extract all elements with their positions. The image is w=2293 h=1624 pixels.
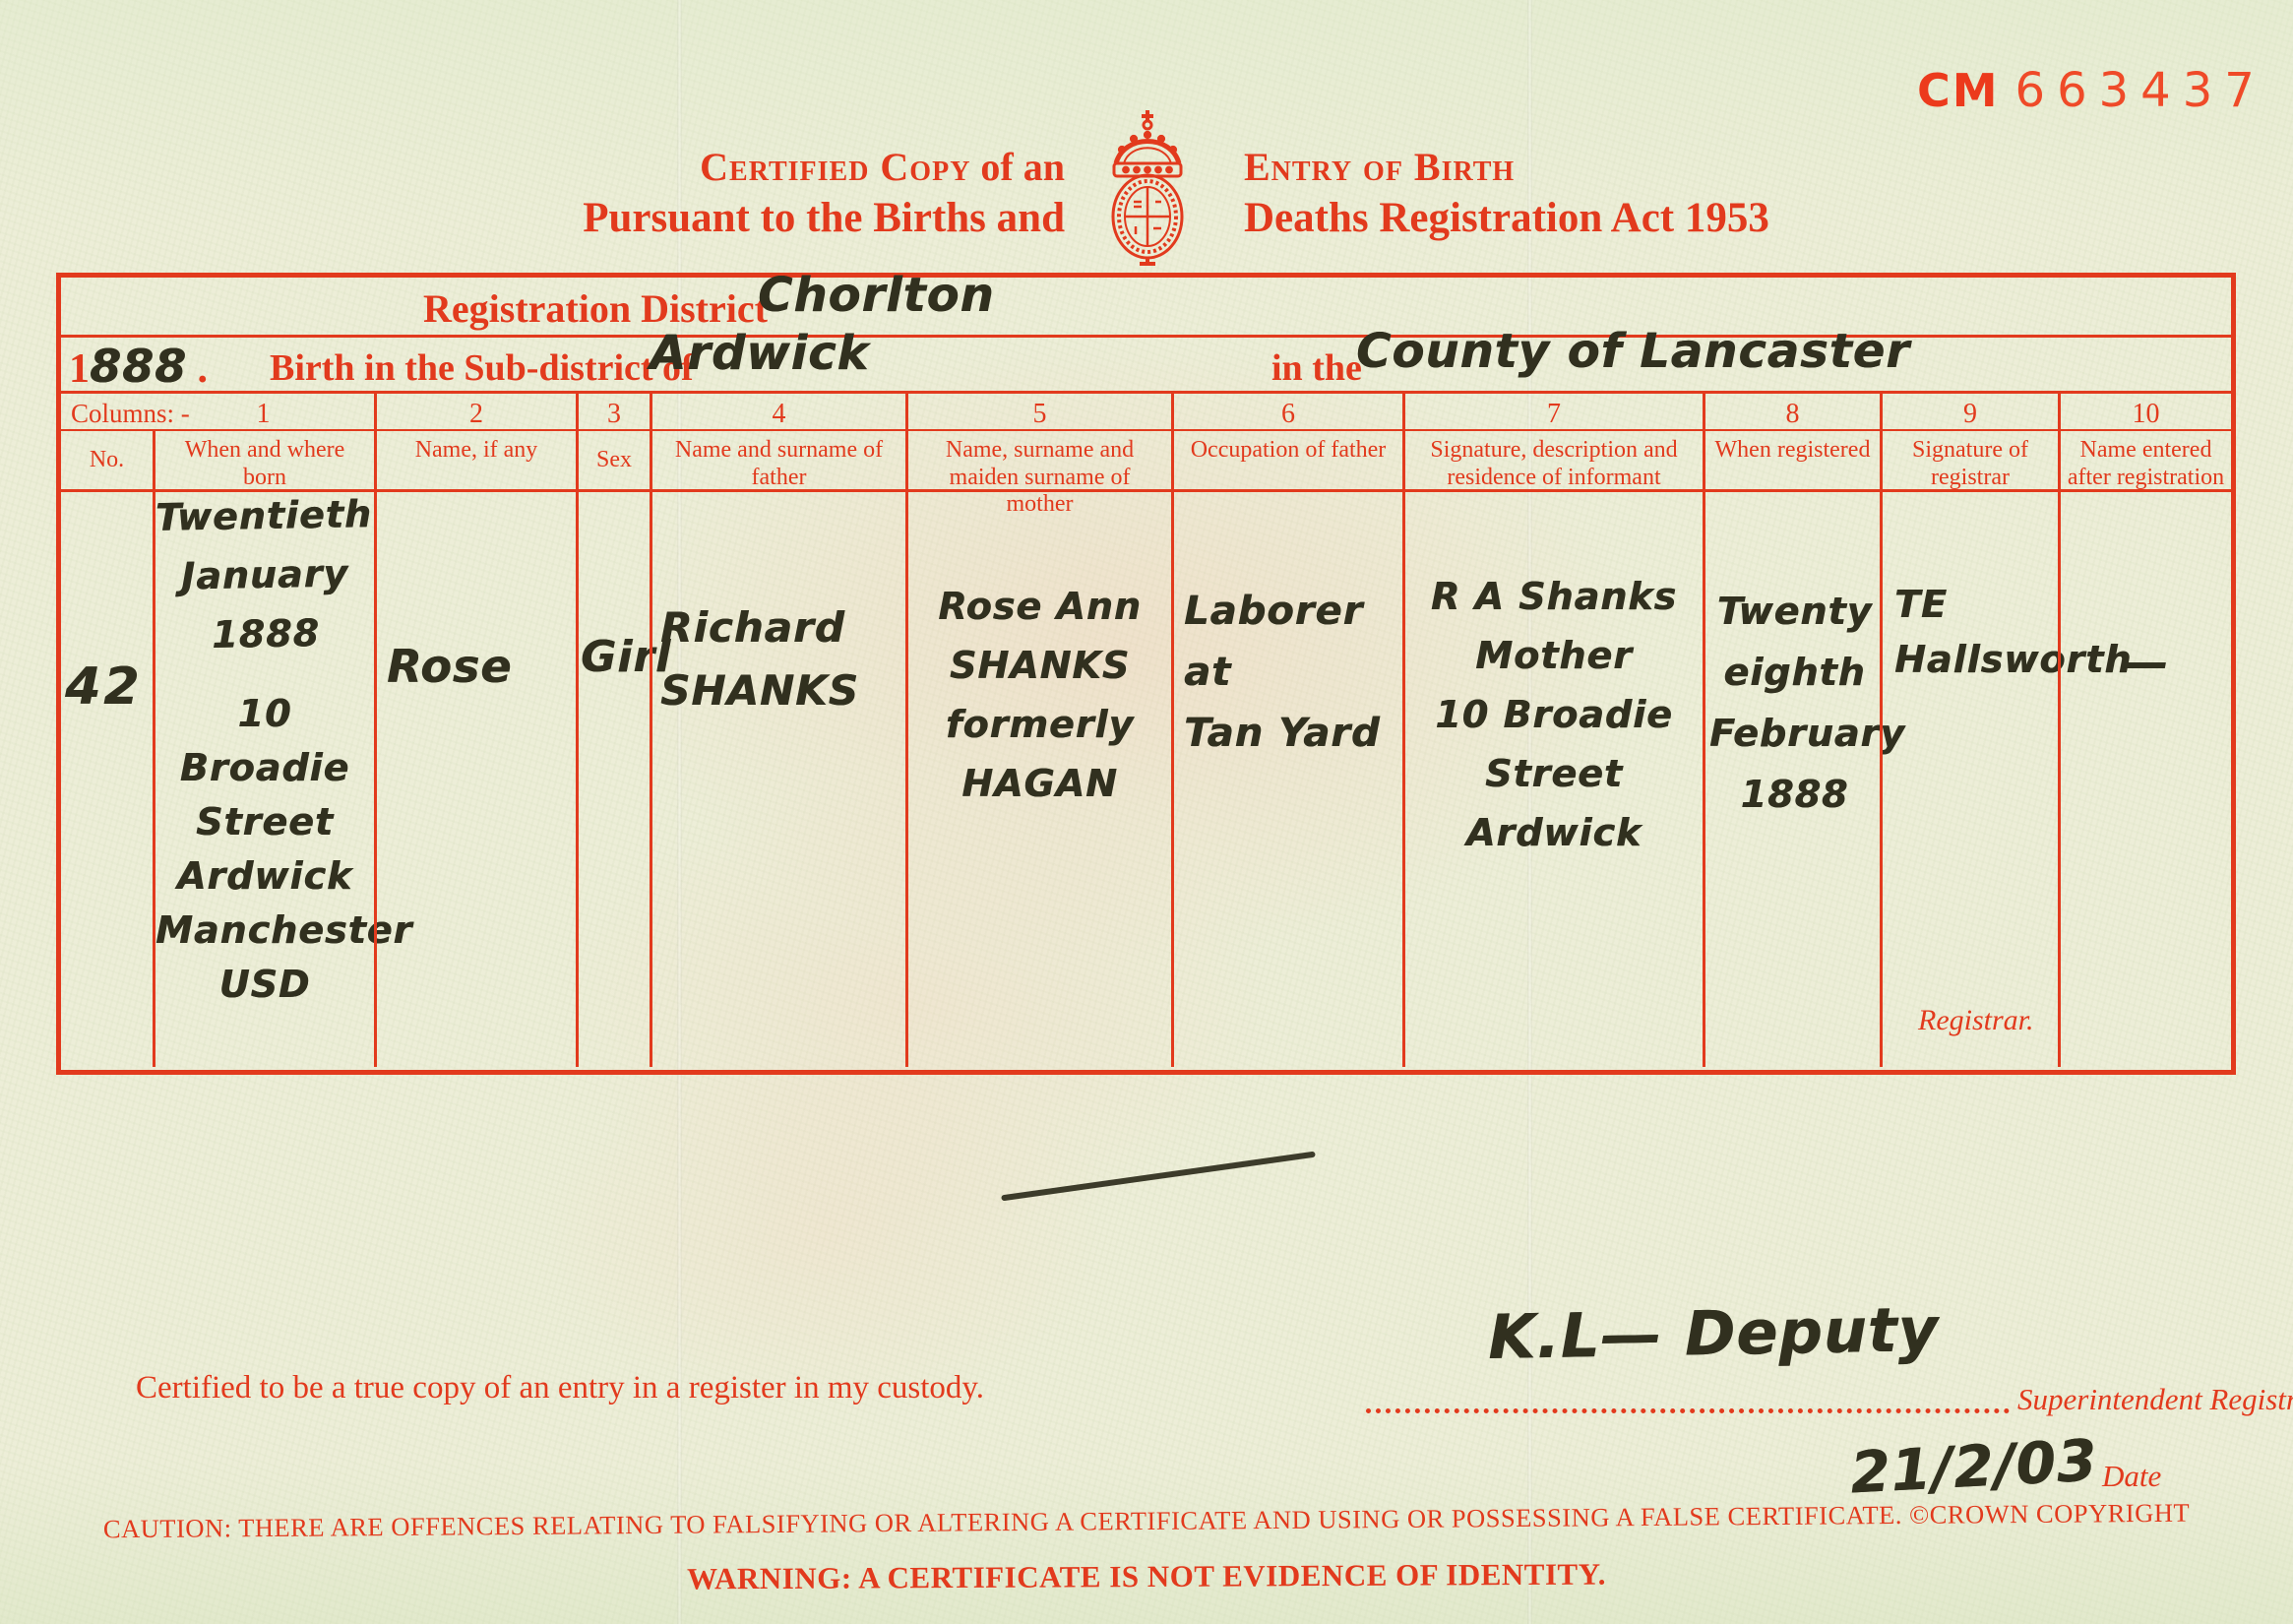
entry-name: Rose <box>387 640 513 693</box>
column-header-father: Name and surname of father <box>650 431 905 490</box>
entry-name-after-registration: — <box>2123 636 2169 689</box>
entry-name-after-registration-cell: — <box>2058 492 2231 1067</box>
column-headers-row: No. When and where born Name, if any Sex… <box>61 431 2231 517</box>
entry-when-registered-cell: Twenty eighth February 1888 <box>1703 492 1905 1067</box>
entry-sex-cell: Girl <box>576 492 671 1067</box>
county-value: County of Lancaster <box>1356 324 1910 379</box>
title-line2-left: Pursuant to the Births and <box>583 195 1065 241</box>
column-number-7: 7 <box>1402 394 1703 429</box>
subdistrict-value: Ardwick <box>650 326 870 381</box>
royal-crest-icon <box>1111 110 1184 266</box>
column-header-name-after-registration: Name entered after registration <box>2058 431 2231 490</box>
entry-no: 42 <box>65 657 143 717</box>
register-table: Registration District Chorlton 1888 . Bi… <box>56 268 2236 1075</box>
superintendent-registrar-label: Superintendent Registrar <box>2017 1382 2293 1416</box>
entry-registrar-signature-cell: TE Hallsworth Registrar. <box>1880 492 2133 1067</box>
entry-year-handwritten: 888 <box>90 340 188 393</box>
certificate-title-right: Entry of Birth Deaths Registration Act 1… <box>1244 144 1769 242</box>
column-number-2: 2 <box>374 394 576 429</box>
title-line2-right: Deaths Registration Act 1953 <box>1244 195 1769 241</box>
column-number-4: 4 <box>650 394 905 429</box>
fold-crease <box>677 0 682 1624</box>
signature-dotted-line <box>1366 1392 2010 1413</box>
entry-born-cell: Twentieth January 1888 10 Broadie Street… <box>153 492 413 1067</box>
registrar-printed-label: Registrar. <box>1918 1004 2034 1036</box>
column-header-sex: Sex <box>576 431 650 489</box>
warning-text: WARNING: A CERTIFICATE IS NOT EVIDENCE O… <box>686 1556 1607 1596</box>
subdistrict-row: 1888 . Birth in the Sub-district of Ardw… <box>61 324 2231 394</box>
column-number-1: 1 <box>256 399 271 429</box>
column-number-3: 3 <box>576 394 650 429</box>
entry-father: Richard SHANKS <box>660 603 859 715</box>
entry-born-place: 10 Broadie Street Ardwick Manchester USD <box>155 692 413 1006</box>
superintendent-signature: K.L— Deputy <box>1487 1293 1940 1373</box>
title-line1-right: Entry of Birth <box>1244 145 1516 189</box>
column-number-6: 6 <box>1171 394 1402 429</box>
column-header-informant: Signature, description and residence of … <box>1402 431 1703 490</box>
entry-name-cell: Rose <box>374 492 576 1067</box>
registration-district-label: Registration District <box>423 286 768 331</box>
entry-mother: Rose Ann SHANKS formerly HAGAN <box>938 585 1142 805</box>
serial-digits: 663437 <box>2014 63 2266 118</box>
entry-informant: R A Shanks Mother 10 Broadie Street Ardw… <box>1430 575 1678 854</box>
caution-text: CAUTION: THERE ARE OFFENCES RELATING TO … <box>102 1497 2191 1544</box>
column-header-occupation: Occupation of father <box>1171 431 1402 489</box>
columns-label: Columns: - <box>71 399 190 428</box>
entry-born-date: Twentieth January 1888 <box>155 492 373 656</box>
column-header-mother: Name, surname and maiden surname of moth… <box>905 431 1171 517</box>
date-label: Date <box>2102 1459 2162 1493</box>
entry-year: 1888 . <box>69 340 209 393</box>
entry-when-registered: Twenty eighth February 1888 <box>1709 590 1905 816</box>
column-number-9: 9 <box>1880 394 2058 429</box>
entry-informant-cell: R A Shanks Mother 10 Broadie Street Ardw… <box>1402 492 1703 1067</box>
title-line1-left: Certified Copy of an <box>700 145 1065 189</box>
fold-crease <box>1527 0 1532 1624</box>
county-label: in the <box>1271 347 1362 389</box>
entry-occupation-cell: Laborer at Tan Yard <box>1171 492 1402 1067</box>
column-numbers-row: Columns: - 1 2 3 4 5 6 7 8 9 10 <box>61 394 2231 431</box>
entry-father-occupation: Laborer at Tan Yard <box>1184 589 1381 756</box>
column-header-no: No. <box>89 447 125 472</box>
columns-label-cell: Columns: - 1 <box>61 394 374 429</box>
entry-mother-cell: Rose Ann SHANKS formerly HAGAN <box>905 492 1171 1067</box>
certificate-title-left: Certified Copy of an Pursuant to the Bir… <box>583 144 1065 242</box>
column-number-8: 8 <box>1703 394 1880 429</box>
serial-prefix: CM <box>1917 64 2000 117</box>
column-header-when-registered: When registered <box>1703 431 1880 489</box>
entry-row: 42 Twentieth January 1888 10 Broadie Str… <box>61 492 2231 1067</box>
registration-district-value: Chorlton <box>758 268 995 323</box>
subdistrict-label: Birth in the Sub-district of <box>270 347 694 389</box>
date-handwritten: 21/2/03 <box>1848 1426 2099 1507</box>
column-number-5: 5 <box>905 394 1171 429</box>
entry-sex: Girl <box>581 632 671 682</box>
certified-statement: Certified to be a true copy of an entry … <box>136 1370 985 1405</box>
entry-no-cell: 42 <box>61 492 153 1067</box>
column-header-registrar-signature: Signature of registrar <box>1880 431 2058 490</box>
registration-district-row: Registration District Chorlton <box>61 268 2231 338</box>
column-header-name: Name, if any <box>374 431 576 489</box>
stray-pen-stroke <box>1001 1151 1316 1202</box>
entry-registrar-signature: TE Hallsworth <box>1894 583 2133 681</box>
serial-number: CM 663437 <box>1917 63 2266 118</box>
entry-father-cell: Richard SHANKS <box>650 492 905 1067</box>
column-header-when-where-born: When and where born <box>153 431 374 490</box>
column-number-10: 10 <box>2058 394 2231 429</box>
